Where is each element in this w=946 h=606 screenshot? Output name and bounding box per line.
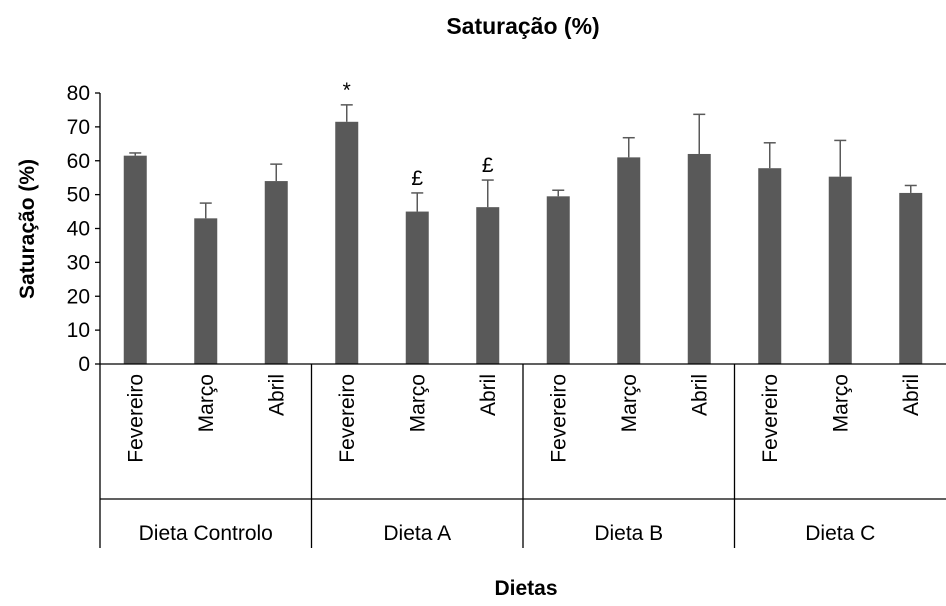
y-tick-label: 70 (67, 116, 90, 139)
x-tick-label: Março (406, 374, 429, 432)
x-tick-label: Abril (477, 374, 500, 416)
bar (828, 176, 852, 364)
significance-mark: * (343, 79, 351, 102)
bar (617, 157, 641, 364)
group-label: Dieta B (594, 522, 663, 545)
x-tick-label: Abril (265, 374, 288, 416)
bar (335, 121, 359, 364)
bar (758, 168, 782, 364)
x-tick-label: Fevereiro (759, 374, 782, 463)
x-tick-label: Fevereiro (124, 374, 147, 463)
bar (194, 218, 218, 364)
bar (405, 211, 429, 364)
bar (899, 192, 923, 364)
x-tick-label: Março (195, 374, 218, 432)
x-tick-label: Abril (900, 374, 923, 416)
y-tick-label: 60 (67, 150, 90, 173)
group-label: Dieta Controlo (139, 522, 273, 545)
significance-mark: £ (482, 154, 494, 177)
y-tick-label: 0 (78, 353, 90, 376)
significance-mark: £ (411, 167, 423, 190)
y-tick-label: 20 (67, 285, 90, 308)
bar (687, 153, 711, 364)
bar (264, 181, 288, 364)
y-tick-label: 80 (67, 82, 90, 105)
bar (123, 155, 147, 364)
x-tick-label: Março (829, 374, 852, 432)
x-tick-label: Fevereiro (547, 374, 570, 463)
bar (546, 196, 570, 364)
y-tick-label: 50 (67, 184, 90, 207)
x-axis: Dieta Controlo Fevereiro Março Abril Dieta A… (99, 363, 946, 548)
group-label: Dieta A (383, 522, 451, 545)
x-tick-label: Fevereiro (336, 374, 359, 463)
x-axis-title: Dietas (494, 577, 557, 600)
y-axis: 0 10 20 30 40 50 60 70 80 (67, 82, 101, 376)
y-axis-title: Saturação (%) (16, 159, 39, 299)
x-tick-label: Abril (688, 374, 711, 416)
plot-area: * £ £ (123, 79, 923, 364)
group-label: Dieta C (805, 522, 875, 545)
y-tick-label: 40 (67, 218, 90, 241)
bar (476, 207, 500, 364)
y-tick-label: 10 (67, 319, 90, 342)
y-tick-label: 30 (67, 251, 90, 274)
chart-title: Saturação (%) (446, 13, 599, 39)
x-tick-label: Março (618, 374, 641, 432)
